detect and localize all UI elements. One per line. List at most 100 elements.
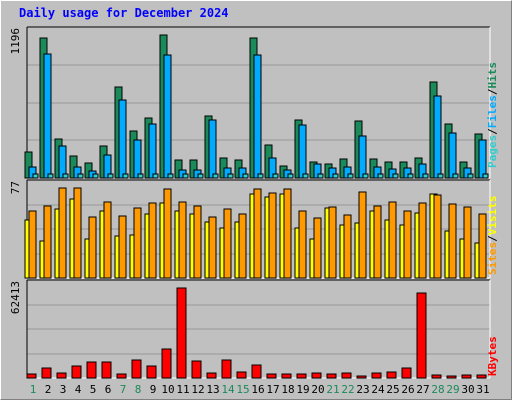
kbytes-bar	[446, 375, 457, 379]
kbytes-bar	[356, 375, 367, 379]
sites-bar	[268, 192, 277, 279]
kbytes-bar	[326, 373, 337, 379]
pages-bar	[62, 173, 69, 179]
kbytes-bar	[26, 373, 37, 379]
pages-bar	[377, 173, 384, 179]
pages-bar	[32, 173, 39, 179]
files-bar	[208, 119, 217, 179]
files-bar	[43, 53, 52, 179]
hits-max-label: 1196	[9, 28, 22, 55]
kbytes-bar	[341, 372, 352, 379]
day-label: 3	[60, 383, 67, 396]
sites-bar	[433, 194, 442, 279]
files-bar	[448, 132, 457, 179]
day-label: 10	[161, 383, 174, 396]
files-bar	[133, 139, 142, 179]
kbytes-bar	[71, 365, 82, 379]
sites-bar	[193, 205, 202, 279]
day-label: 18	[281, 383, 294, 396]
pages-bar	[92, 173, 99, 179]
sites-bar	[418, 202, 427, 279]
files-bar	[118, 99, 127, 179]
sites-bar	[223, 208, 232, 279]
day-label: 20	[311, 383, 324, 396]
day-label: 6	[105, 383, 112, 396]
day-label: 26	[401, 383, 414, 396]
pages-bar	[437, 173, 444, 179]
day-label: 12	[191, 383, 204, 396]
legend-visits-sites-part: Visits	[486, 196, 499, 236]
kbytes-bar	[401, 367, 412, 379]
day-label: 15	[236, 383, 249, 396]
kbytes-bar	[266, 373, 277, 379]
sites-bar	[358, 191, 367, 279]
day-label: 8	[135, 383, 142, 396]
day-label: 29	[446, 383, 459, 396]
kbytes-bar	[191, 360, 202, 379]
kbytes-bar	[101, 361, 112, 379]
sites-bar	[313, 217, 322, 279]
day-label: 27	[416, 383, 429, 396]
sites-bar	[298, 210, 307, 279]
sites-bar	[208, 216, 217, 279]
legend-hits-files-pages-part: Hits	[486, 62, 499, 89]
sites-bar	[238, 213, 247, 279]
files-bar	[163, 54, 172, 179]
pages-bar	[482, 173, 489, 179]
day-label: 13	[206, 383, 219, 396]
files-bar	[478, 139, 487, 179]
day-label: 1	[30, 383, 37, 396]
sites-bar	[283, 188, 292, 279]
pages-bar	[167, 173, 174, 179]
day-label: 21	[326, 383, 339, 396]
legend-hits-files-pages-part: /	[486, 128, 499, 135]
kbytes-bar	[221, 359, 232, 379]
pages-bar	[422, 173, 429, 179]
sites-bar	[163, 188, 172, 279]
files-bar	[358, 135, 367, 179]
kbytes-bar	[461, 374, 472, 379]
pages-bar	[197, 173, 204, 179]
pages-bar	[122, 173, 129, 179]
files-bar	[433, 95, 442, 179]
pages-bar	[182, 173, 189, 179]
legend-hits-files-pages: Pages/Files/Hits	[486, 62, 499, 168]
kbytes-bar	[476, 374, 487, 379]
kbytes-max-label: 62413	[9, 281, 22, 314]
day-label: 23	[356, 383, 369, 396]
sites-bar	[88, 216, 97, 279]
sites-bar	[118, 215, 127, 279]
kbytes-bar	[296, 373, 307, 379]
pages-bar	[227, 173, 234, 179]
pages-bar	[347, 173, 354, 179]
kbytes-bar	[146, 365, 157, 379]
pages-bar	[362, 173, 369, 179]
pages-bar	[287, 173, 294, 179]
day-label: 5	[90, 383, 97, 396]
sites-bar	[43, 205, 52, 279]
sites-bar	[178, 201, 187, 279]
day-label: 14	[221, 383, 235, 396]
day-label: 2	[45, 383, 52, 396]
kbytes-bar	[251, 364, 262, 379]
day-label: 28	[431, 383, 444, 396]
day-label: 25	[386, 383, 399, 396]
kbytes-bar	[56, 372, 67, 379]
legend-visits-sites-part: /	[486, 235, 499, 242]
sites-bar	[253, 188, 262, 279]
pages-bar	[77, 173, 84, 179]
pages-bar	[452, 173, 459, 179]
legend-hits-files-pages-part: Pages	[486, 135, 499, 168]
day-label: 11	[176, 383, 189, 396]
files-bar	[253, 54, 262, 179]
legend-hits-files-pages-part: Files	[486, 95, 499, 128]
chart-title: Daily usage for December 2024	[19, 6, 229, 20]
day-label: 7	[120, 383, 127, 396]
sites-bar	[448, 203, 457, 279]
legend-kbytes: KBytes	[486, 336, 499, 376]
legend-hits-files-pages-part: /	[486, 88, 499, 95]
day-label: 17	[266, 383, 279, 396]
kbytes-bar	[86, 361, 97, 379]
day-label: 16	[251, 383, 264, 396]
